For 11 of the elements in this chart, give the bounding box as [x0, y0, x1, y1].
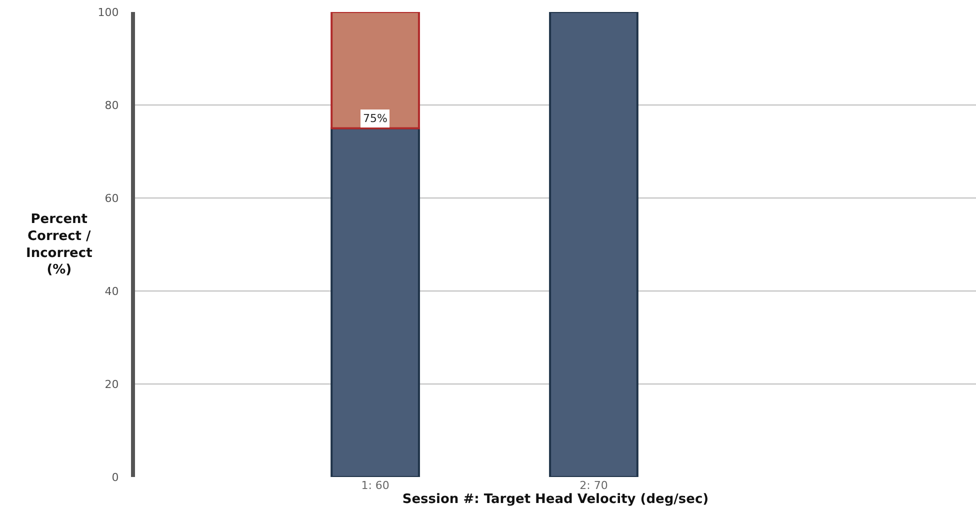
x-axis-title: Session #: Target Head Velocity (deg/sec) — [402, 492, 709, 507]
x-tick-label: 2: 70 — [580, 479, 608, 492]
x-tick-label: 1: 60 — [361, 479, 390, 492]
y-tick-label: 40 — [104, 284, 119, 298]
y-tick-label: 60 — [104, 192, 119, 205]
y-tick-label: 80 — [104, 98, 119, 112]
y-tick-label: 20 — [104, 378, 119, 391]
y-axis-title: Percent Correct / Incorrect (%) — [26, 212, 92, 278]
y-tick-label: 100 — [98, 6, 119, 19]
y-tick-label: 0 — [112, 470, 119, 484]
data-label: 75% — [363, 112, 388, 125]
